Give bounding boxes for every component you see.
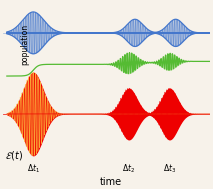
Text: $\Delta t_1$: $\Delta t_1$ (27, 162, 40, 175)
Text: $\mathcal{E}(t)$: $\mathcal{E}(t)$ (5, 149, 23, 162)
Text: $\Delta t_2$: $\Delta t_2$ (122, 162, 135, 175)
Text: population: population (20, 24, 29, 65)
Text: $\Delta t_3$: $\Delta t_3$ (163, 162, 176, 175)
Text: time: time (100, 177, 122, 187)
